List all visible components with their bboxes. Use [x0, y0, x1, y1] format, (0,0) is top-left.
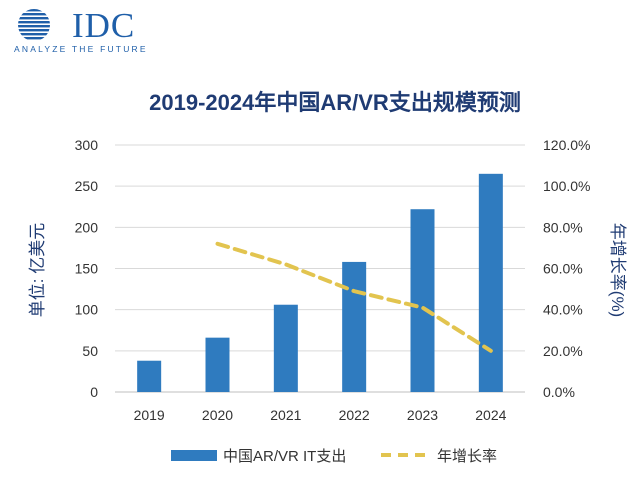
globe-icon [18, 9, 50, 40]
idc-logo: IDC ANALYZE THE FUTURE [14, 8, 164, 58]
y2-tick-label: 20.0% [543, 343, 583, 359]
y-tick-label: 100 [75, 302, 99, 318]
y2-tick-label: 40.0% [543, 302, 583, 318]
logo-tagline: ANALYZE THE FUTURE [14, 44, 148, 54]
legend-bar-label: 中国AR/VR IT支出 [223, 448, 346, 465]
x-tick-label: 2024 [475, 407, 506, 423]
y-tick-label: 50 [82, 343, 98, 359]
bar [205, 337, 230, 392]
axes: 0 0.0% 50 20.0% 100 40.0% 150 60.0% 200 80.0% 250 1… [75, 137, 591, 423]
bar [410, 209, 435, 392]
bar [137, 360, 162, 392]
y-tick-label: 300 [75, 137, 99, 153]
y-axis-label: 单位: 亿美元 [28, 223, 47, 317]
chart-title: 2019-2024年中国AR/VR支出规模预测 [149, 90, 521, 115]
x-tick-label: 2022 [339, 407, 370, 423]
y-tick-label: 200 [75, 219, 99, 235]
y-tick-label: 0 [90, 384, 98, 400]
x-tick-label: 2020 [202, 407, 233, 423]
y2-tick-label: 80.0% [543, 219, 583, 235]
growth-rate-line [215, 241, 493, 353]
grid [115, 144, 525, 393]
y2-tick-label: 60.0% [543, 261, 583, 277]
growth-rate-series [215, 241, 493, 353]
legend-bar-swatch [171, 450, 217, 461]
bar [342, 261, 367, 392]
legend-line-label: 年增长率 [437, 448, 497, 465]
y-tick-label: 250 [75, 178, 99, 194]
bar-series [137, 173, 503, 392]
x-tick-label: 2023 [407, 407, 438, 423]
x-tick-label: 2019 [134, 407, 165, 423]
y2-tick-label: 120.0% [543, 137, 590, 153]
legend: 中国AR/VR IT支出 年增长率 [171, 448, 497, 465]
y2-tick-label: 100.0% [543, 178, 590, 194]
y-tick-label: 150 [75, 261, 99, 277]
y2-tick-label: 0.0% [543, 384, 575, 400]
logo-word: IDC [72, 6, 136, 45]
bar [478, 173, 503, 392]
y2-axis-label: 年增长率(%) [608, 223, 627, 317]
bar [273, 304, 298, 392]
x-tick-label: 2021 [270, 407, 301, 423]
